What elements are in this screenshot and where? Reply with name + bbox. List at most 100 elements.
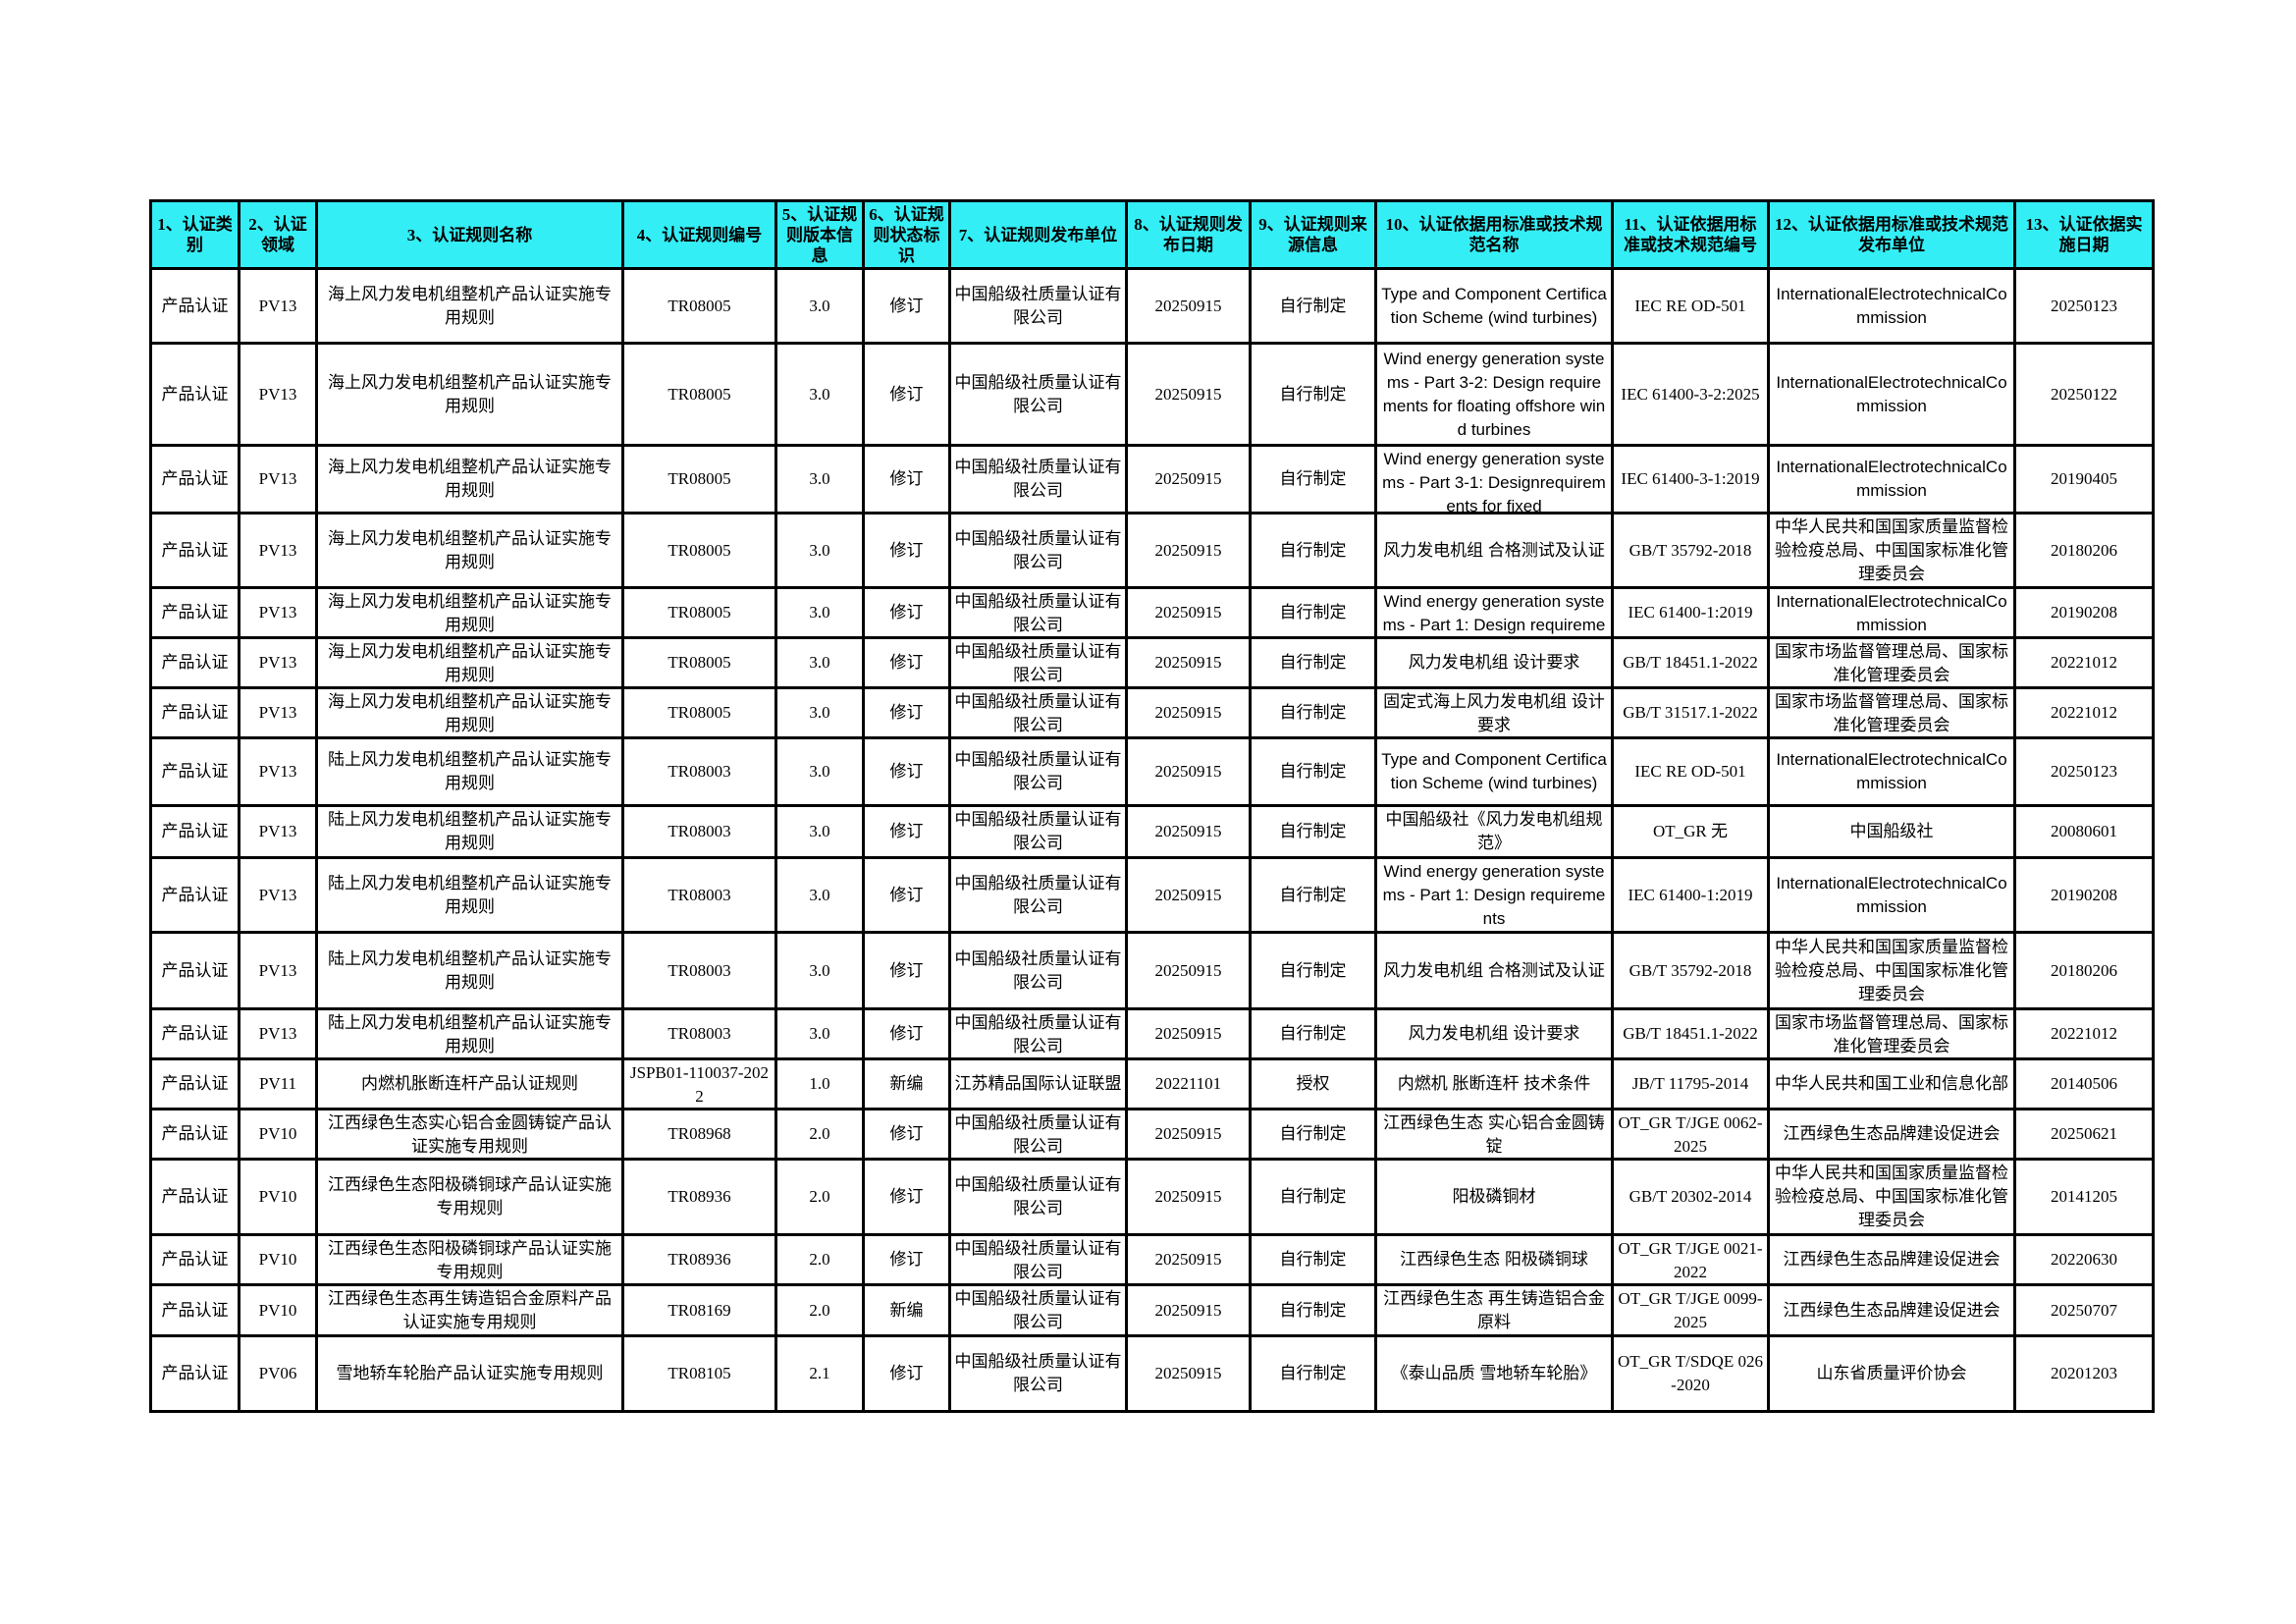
cell-rule-name: 陆上风力发电机组整机产品认证实施专用规则	[315, 931, 624, 1010]
cell-version: 3.0	[774, 856, 865, 934]
cell-text: 20250123	[2051, 296, 2117, 315]
cell-text: 中国船级社《风力发电机组规范》	[1385, 810, 1603, 852]
cell-standard-publisher: 中华人民共和国国家质量监督检验检疫总局、中国国家标准化管理委员会	[1767, 512, 2016, 589]
cell-standard-number: IEC 61400-1:2019	[1611, 586, 1770, 639]
cell-text: 陆上风力发电机组整机产品认证实施专用规则	[328, 810, 612, 852]
cell-text: 20201203	[2051, 1364, 2117, 1382]
cell-text: InternationalElectrotechnicalCommission	[1776, 284, 2007, 327]
cell-source: 自行制定	[1249, 736, 1377, 807]
cell-text: 江西绿色生态品牌建设促进会	[1783, 1124, 2001, 1143]
cell-publish-date: 20250915	[1125, 686, 1252, 739]
cell-standard-publisher: 江西绿色生态品牌建设促进会	[1767, 1283, 2016, 1337]
cell-text: 1.0	[809, 1074, 830, 1093]
cell-text: 产品认证	[161, 822, 229, 840]
cell-rule-name: 海上风力发电机组整机产品认证实施专用规则	[315, 636, 624, 689]
cell-standard-number: IEC RE OD-501	[1611, 267, 1770, 345]
cell-text: 20220630	[2051, 1250, 2117, 1269]
cell-rule-name: 陆上风力发电机组整机产品认证实施专用规则	[315, 1007, 624, 1060]
cell-publish-date: 20250915	[1125, 1233, 1252, 1286]
cell-text: 修订	[889, 296, 924, 315]
cell-text: 20250915	[1154, 296, 1222, 315]
cell-publish-date: 20250915	[1125, 1158, 1252, 1236]
cell-text: GB/T 35792-2018	[1629, 960, 1752, 980]
cell-source: 自行制定	[1249, 856, 1377, 934]
cell-standard-publisher: InternationalElectrotechnicalCommission	[1767, 267, 2016, 345]
cell-text: 产品认证	[161, 540, 229, 560]
cell-rule-number: JSPB01-110037-2022	[621, 1057, 777, 1110]
cell-text: 陆上风力发电机组整机产品认证实施专用规则	[328, 873, 612, 916]
cell-rule-name: 海上风力发电机组整机产品认证实施专用规则	[315, 444, 624, 514]
cell-category: 产品认证	[149, 636, 240, 689]
cell-source: 自行制定	[1249, 444, 1377, 514]
cell-text: 20221012	[2051, 703, 2117, 722]
column-header-publish-date: 8、认证规则发布日期	[1125, 199, 1252, 270]
cell-text: 20250915	[1154, 540, 1222, 560]
cell-standard-name: Wind energy generation systems - Part 3-…	[1374, 444, 1614, 514]
cell-text: PV10	[258, 1124, 297, 1143]
cell-text: 山东省质量评价协会	[1816, 1364, 1967, 1382]
cell-text: 20250915	[1154, 822, 1222, 840]
cell-source: 自行制定	[1249, 804, 1377, 859]
cell-text: Wind energy generation systems - Part 3-…	[1382, 349, 1606, 439]
cell-text: 产品认证	[161, 1124, 229, 1143]
cell-standard-name: Wind energy generation systems - Part 1:…	[1374, 586, 1614, 639]
cell-version: 3.0	[774, 342, 865, 447]
cell-text: 20250707	[2051, 1300, 2117, 1320]
cell-text: 国家市场监督管理总局、国家标准化管理委员会	[1775, 691, 2008, 734]
table-row: 产品认证 PV10 江西绿色生态阳极磷铜球产品认证实施专用规则 TR08936 2.0 修…	[149, 1233, 2155, 1286]
cell-rule-name: 江西绿色生态阳极磷铜球产品认证实施专用规则	[315, 1158, 624, 1236]
cell-standard-number: IEC 61400-1:2019	[1611, 856, 1770, 934]
cell-text: 产品认证	[161, 1300, 229, 1320]
cell-source: 自行制定	[1249, 636, 1377, 689]
cell-field: PV10	[238, 1233, 318, 1286]
table-row: 产品认证 PV13 海上风力发电机组整机产品认证实施专用规则 TR08005 3.0 修订…	[149, 512, 2155, 589]
cell-text: PV13	[258, 603, 297, 622]
cell-publisher: 中国船级社质量认证有限公司	[948, 686, 1128, 739]
cell-text: 产品认证	[161, 960, 229, 980]
cell-text: 20250915	[1154, 653, 1222, 672]
cell-standard-number: GB/T 35792-2018	[1611, 512, 1770, 589]
cell-standard-publisher: 江西绿色生态品牌建设促进会	[1767, 1108, 2016, 1161]
cell-text: 产品认证	[161, 885, 229, 904]
cell-category: 产品认证	[149, 444, 240, 514]
cell-standard-name: 江西绿色生态 实心铝合金圆铸锭	[1374, 1108, 1614, 1161]
cell-text: 海上风力发电机组整机产品认证实施专用规则	[328, 528, 612, 571]
cell-text: 中国船级社质量认证有限公司	[954, 1238, 1122, 1281]
cell-text: 产品认证	[161, 384, 229, 404]
cell-rule-number: TR08003	[621, 931, 777, 1010]
cell-text: 中国船级社质量认证有限公司	[954, 458, 1122, 500]
cell-rule-number: TR08936	[621, 1233, 777, 1286]
cell-text: JB/T 11795-2014	[1631, 1074, 1749, 1093]
cell-source: 自行制定	[1249, 512, 1377, 589]
cell-standard-publisher: 国家市场监督管理总局、国家标准化管理委员会	[1767, 686, 2016, 739]
cell-status: 修订	[862, 931, 951, 1010]
cell-standard-publisher: 国家市场监督管理总局、国家标准化管理委员会	[1767, 1007, 2016, 1060]
cell-rule-number: TR08003	[621, 1007, 777, 1060]
cell-text: PV13	[258, 960, 297, 980]
cell-text: 自行制定	[1279, 1364, 1347, 1382]
cell-standard-number: GB/T 18451.1-2022	[1611, 636, 1770, 689]
cell-text: 自行制定	[1279, 384, 1347, 404]
cell-text: 风力发电机组 合格测试及认证	[1383, 960, 1605, 980]
table-row: 产品认证 PV13 陆上风力发电机组整机产品认证实施专用规则 TR08003 3.0 修订…	[149, 804, 2155, 859]
cell-standard-number: IEC 61400-3-1:2019	[1611, 444, 1770, 514]
cell-text: TR08169	[667, 1300, 731, 1320]
cell-text: 产品认证	[161, 1187, 229, 1206]
cell-version: 2.0	[774, 1108, 865, 1161]
cell-standard-number: GB/T 35792-2018	[1611, 931, 1770, 1010]
cell-status: 新编	[862, 1057, 951, 1110]
cell-text: InternationalElectrotechnicalCommission	[1776, 591, 2007, 634]
cell-rule-name: 海上风力发电机组整机产品认证实施专用规则	[315, 512, 624, 589]
cell-text: 自行制定	[1279, 822, 1347, 840]
cell-status: 修订	[862, 736, 951, 807]
cell-rule-number: TR08005	[621, 636, 777, 689]
cell-rule-name: 江西绿色生态阳极磷铜球产品认证实施专用规则	[315, 1233, 624, 1286]
cell-text: 20250915	[1154, 603, 1222, 622]
cell-text: OT_GR T/JGE 0062-2025	[1618, 1112, 1763, 1156]
cell-text: 中华人民共和国工业和信息化部	[1775, 1074, 2008, 1093]
cell-text: Wind energy generation systems - Part 1:…	[1382, 861, 1606, 928]
cell-text: 江西绿色生态阳极磷铜球产品认证实施专用规则	[328, 1238, 612, 1281]
cell-standard-name: Type and Component Certification Scheme …	[1374, 736, 1614, 807]
cell-rule-number: TR08003	[621, 736, 777, 807]
cell-text: 20180206	[2051, 540, 2117, 560]
